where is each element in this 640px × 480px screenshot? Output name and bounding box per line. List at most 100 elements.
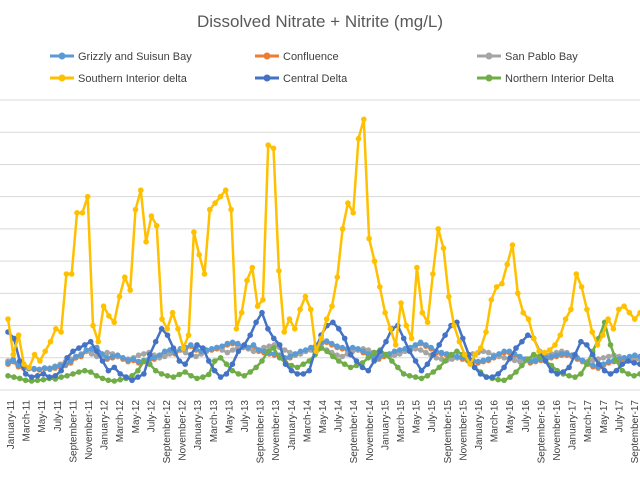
- data-point: [207, 206, 213, 213]
- x-tick-label: March-17: [583, 400, 594, 443]
- data-point: [334, 343, 340, 350]
- series-line: [6, 118, 640, 369]
- data-point: [619, 361, 626, 368]
- data-point: [578, 371, 584, 377]
- data-point: [339, 344, 346, 351]
- x-tick-label: September-11: [68, 400, 79, 463]
- x-tick-label: May-15: [412, 400, 423, 434]
- x-tick-label: July-12: [146, 400, 157, 433]
- data-point: [330, 353, 336, 360]
- data-point: [135, 352, 142, 359]
- data-point: [400, 371, 407, 377]
- data-point: [406, 373, 413, 379]
- data-point: [182, 361, 188, 368]
- data-point: [282, 347, 288, 353]
- data-point: [323, 316, 330, 322]
- data-point: [294, 364, 301, 371]
- data-point: [440, 245, 447, 251]
- data-point: [117, 376, 123, 383]
- data-point: [176, 358, 183, 364]
- data-point: [250, 348, 257, 355]
- data-point: [41, 365, 48, 371]
- data-point: [79, 210, 86, 216]
- data-point: [302, 347, 309, 353]
- x-tick-label: January-16: [474, 400, 485, 450]
- data-point: [196, 251, 202, 258]
- data-point: [403, 322, 410, 329]
- data-point: [99, 375, 106, 382]
- data-point: [158, 326, 165, 332]
- data-point: [276, 355, 283, 361]
- data-point: [67, 358, 74, 365]
- data-point: [241, 373, 248, 379]
- data-point: [485, 356, 492, 362]
- data-point: [201, 271, 208, 277]
- data-point: [105, 377, 112, 384]
- data-point: [167, 351, 173, 357]
- data-point: [589, 329, 595, 335]
- data-point: [170, 345, 177, 351]
- data-point: [64, 355, 70, 361]
- data-point: [120, 355, 126, 361]
- data-point: [461, 351, 468, 358]
- data-point: [193, 353, 199, 360]
- data-point: [341, 335, 348, 342]
- data-point: [22, 377, 29, 384]
- data-point: [36, 366, 43, 373]
- data-point: [477, 345, 484, 351]
- data-point: [501, 348, 508, 355]
- data-point: [292, 351, 299, 357]
- data-point: [359, 364, 366, 371]
- data-point: [594, 342, 601, 348]
- data-point: [412, 374, 419, 380]
- data-point: [436, 364, 443, 371]
- data-point: [525, 356, 531, 362]
- data-point: [349, 344, 356, 351]
- data-point: [175, 326, 181, 332]
- data-point: [83, 347, 90, 353]
- x-tick-label: November-12: [178, 400, 189, 461]
- data-point: [626, 353, 633, 360]
- data-point: [355, 135, 362, 142]
- data-point: [188, 351, 194, 358]
- data-point: [123, 374, 129, 380]
- data-point: [228, 206, 234, 213]
- data-point: [235, 340, 241, 347]
- data-point: [329, 303, 335, 310]
- data-point: [152, 367, 159, 374]
- data-point: [436, 342, 443, 348]
- data-point: [424, 361, 431, 368]
- data-point: [377, 348, 383, 355]
- data-point: [76, 345, 82, 351]
- legend-swatch-marker: [485, 52, 493, 60]
- data-point: [235, 371, 242, 377]
- data-point: [74, 210, 80, 216]
- x-tick-label: March-15: [396, 400, 407, 443]
- data-point: [371, 258, 378, 264]
- data-point: [438, 349, 445, 356]
- data-point: [475, 358, 481, 365]
- data-point: [501, 355, 508, 361]
- legend-entry-label: Central Delta: [283, 73, 348, 85]
- data-point: [235, 348, 242, 355]
- data-point: [324, 348, 330, 355]
- data-point: [501, 364, 507, 371]
- x-tick-label: July-13: [240, 400, 251, 433]
- data-point: [442, 358, 448, 364]
- data-point: [211, 367, 218, 374]
- data-point: [5, 360, 11, 366]
- data-point: [164, 332, 171, 339]
- data-point: [339, 226, 346, 232]
- data-point: [259, 309, 265, 316]
- data-point: [424, 373, 431, 379]
- data-point: [584, 306, 590, 313]
- data-point: [288, 367, 295, 374]
- x-tick-label: November-11: [84, 400, 95, 460]
- data-point: [471, 364, 478, 371]
- data-point: [428, 344, 434, 351]
- data-point: [541, 349, 548, 356]
- data-point: [480, 357, 487, 364]
- data-point: [111, 378, 118, 384]
- data-point: [637, 361, 640, 367]
